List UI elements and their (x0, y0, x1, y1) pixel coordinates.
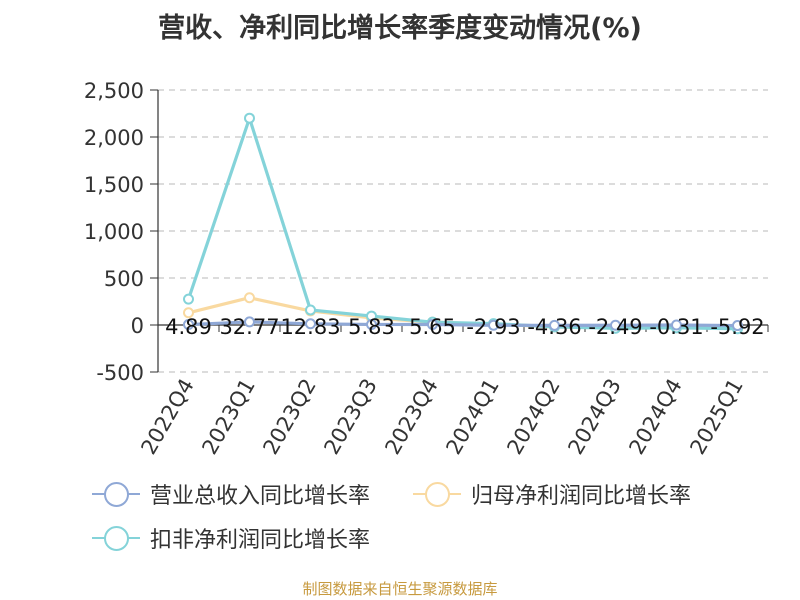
series-line-2 (186, 116, 738, 331)
y-tick-label: -500 (96, 361, 144, 385)
source-note: 制图数据来自恒生聚源数据库 (302, 580, 498, 598)
x-tick-label: 2024Q2 (502, 375, 564, 459)
legend-marker-revenue-icon (92, 480, 140, 508)
series-lines (183, 112, 743, 335)
chart-title: 营收、净利同比增长率季度变动情况(%) (158, 13, 642, 44)
y-tick-label: 1,500 (84, 173, 144, 197)
axes: -500 0 500 1,000 1,500 2,000 2,500 2022Q42023Q1… (84, 79, 769, 459)
x-tick-label: 2023Q2 (258, 375, 320, 459)
legend-label-deducted-net-profit: 扣非净利润同比增长率 (150, 528, 371, 553)
legend-item-net-profit[interactable]: 归母净利润同比增长率 (413, 478, 691, 510)
data-label: 5.83 (348, 315, 395, 339)
data-point[interactable] (488, 319, 499, 331)
data-point[interactable] (183, 293, 194, 305)
legend-marker-net-profit-icon (413, 480, 461, 508)
data-label: -2.49 (588, 315, 642, 339)
grid-lines (158, 89, 768, 373)
data-label: -0.31 (649, 315, 703, 339)
x-tick-label: 2023Q4 (380, 375, 442, 459)
legend-item-revenue[interactable]: 营业总收入同比增长率 (92, 478, 370, 510)
data-point[interactable] (305, 304, 316, 316)
y-tick-label: 0 (131, 314, 144, 338)
data-point[interactable] (305, 318, 316, 330)
data-point[interactable] (244, 316, 255, 328)
data-point[interactable] (366, 318, 377, 330)
data-point[interactable] (183, 319, 194, 331)
data-labels: 4.89 32.77 12.83 5.83 5.65 -2.93 -4.36 -2.49 -0.… (165, 315, 765, 339)
data-point[interactable] (427, 318, 438, 330)
y-tick-label: 500 (104, 267, 144, 291)
data-point[interactable] (610, 319, 621, 331)
data-label: -5.92 (710, 315, 764, 339)
y-tick-label: 1,000 (84, 220, 144, 244)
data-label: 5.65 (409, 315, 456, 339)
data-label: 12.83 (280, 315, 340, 339)
x-tick-label: 2024Q1 (441, 375, 503, 459)
data-label: -4.36 (527, 315, 581, 339)
legend-label-revenue: 营业总收入同比增长率 (150, 484, 371, 509)
y-tick-label: 2,500 (84, 79, 144, 103)
data-point[interactable] (244, 292, 255, 304)
data-point[interactable] (671, 319, 682, 331)
data-label: 32.77 (219, 315, 279, 339)
data-point[interactable] (183, 307, 194, 319)
data-label: -2.93 (466, 315, 520, 339)
legend-marker-deducted-net-profit-icon (92, 524, 140, 552)
data-point[interactable] (244, 112, 255, 124)
data-point[interactable] (732, 320, 743, 332)
legend-label-net-profit: 归母净利润同比增长率 (471, 484, 692, 509)
legend-item-deducted-net-profit[interactable]: 扣非净利润同比增长率 (92, 522, 370, 554)
data-label: 4.89 (165, 315, 212, 339)
x-tick-label: 2023Q1 (197, 375, 259, 459)
y-tick-label: 2,000 (84, 126, 144, 150)
x-tick-label: 2024Q3 (563, 375, 625, 459)
data-point[interactable] (549, 319, 560, 331)
x-tick-label: 2023Q3 (319, 375, 381, 459)
series-line-0 (188, 320, 738, 328)
x-tick-label: 2024Q4 (624, 375, 686, 459)
x-tick-label: 2025Q1 (685, 375, 747, 459)
x-tick-label: 2022Q4 (136, 375, 198, 459)
